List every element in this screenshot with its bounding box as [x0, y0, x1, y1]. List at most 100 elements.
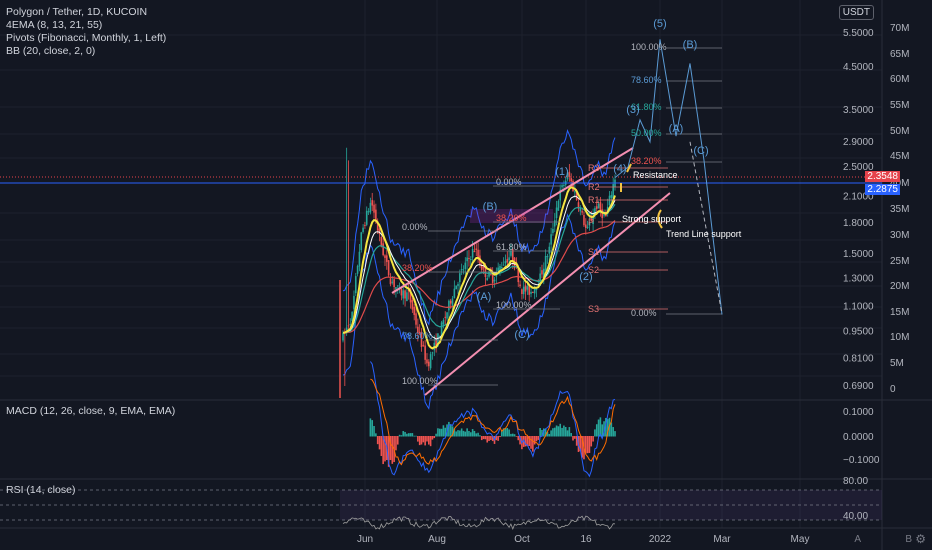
candle-body	[519, 284, 521, 287]
volume-axis-label: 5M	[890, 358, 904, 369]
price-axis-label: 3.5000	[843, 105, 874, 116]
candle-body	[546, 256, 549, 258]
macd-histogram-bar	[411, 433, 414, 437]
candle-body	[581, 211, 583, 213]
candle-body	[583, 215, 585, 226]
legend-pivots[interactable]: Pivots (Fibonacci, Monthly, 1, Left)	[6, 32, 167, 44]
macd-histogram-bar	[469, 432, 472, 437]
macd-histogram-bar	[460, 428, 463, 437]
macd-histogram-bar	[426, 436, 428, 442]
wave-label: (3)	[626, 104, 639, 116]
wave-label: (B)	[483, 201, 498, 213]
macd-legend[interactable]: MACD (12, 26, close, 9, EMA, EMA)	[6, 405, 176, 417]
macd-histogram-bar	[407, 433, 410, 437]
macd-histogram-bar	[482, 436, 485, 440]
auto-scale-button[interactable]: A	[854, 534, 861, 545]
candle-body	[530, 291, 532, 294]
fib-level-label: 100.00%	[402, 376, 438, 386]
candle-body	[424, 345, 426, 360]
macd-histogram-bar	[413, 435, 415, 437]
wave-label: (4)	[613, 163, 626, 175]
macd-histogram-bar	[590, 436, 593, 447]
currency-chip[interactable]: USDT	[838, 5, 874, 20]
candle-body	[517, 268, 520, 283]
macd-histogram-bar	[537, 436, 540, 440]
log-scale-button[interactable]: B	[905, 534, 912, 545]
candle-body	[506, 259, 509, 263]
settings-icon[interactable]: ⚙	[915, 532, 926, 546]
macd-histogram-bar	[417, 436, 419, 442]
candle-body	[365, 210, 368, 225]
candle-body	[612, 184, 614, 199]
macd-histogram-bar	[488, 436, 490, 442]
candle-body	[464, 262, 467, 270]
volume-axis-label: 0	[890, 384, 896, 395]
candle-body	[356, 265, 359, 274]
macd-histogram-bar	[610, 422, 613, 437]
candle-body	[511, 249, 514, 261]
volume-axis-label: 35M	[890, 204, 909, 215]
axis-labels: 5.5000 4.5000 3.5000 2.9000 2.5000 2.1000 1.80…	[357, 23, 910, 545]
ema-price-tag: 2.2875	[865, 184, 900, 195]
legend-ema[interactable]: 4EMA (8, 13, 21, 55)	[6, 19, 103, 31]
candle-body	[568, 171, 571, 177]
candle-body	[471, 248, 474, 258]
volume-axis-label: 50M	[890, 126, 909, 137]
candle-body	[504, 261, 507, 264]
candle-body	[610, 194, 613, 198]
fib-level-label: 100.00%	[631, 42, 667, 52]
candle-body	[575, 192, 578, 200]
price-axis-label: 1.5000	[843, 249, 874, 260]
pivot-label: R3	[588, 163, 600, 173]
macd-histogram-bar	[524, 436, 527, 447]
candle-body	[402, 290, 405, 299]
macd-histogram-bar	[468, 431, 470, 437]
macd-histogram-bar	[464, 431, 467, 437]
candle-body	[508, 257, 510, 261]
candle-body	[453, 288, 456, 298]
macd-histogram-bar	[570, 433, 572, 437]
candle-body	[418, 331, 421, 334]
wave-label: (C)	[693, 145, 708, 157]
macd-histogram-bar	[462, 430, 465, 437]
last-price-tag: 2.3548	[865, 171, 900, 182]
fib-level-label: 100.00%	[496, 300, 532, 310]
macd-histogram-bar	[389, 436, 392, 461]
macd-histogram-bar	[557, 426, 560, 437]
legend-bb[interactable]: BB (20, close, 2, 0)	[6, 45, 96, 57]
rsi-band	[340, 490, 882, 520]
candle-body	[362, 227, 364, 232]
macd-histogram-bar	[422, 436, 425, 443]
candle-body	[369, 202, 372, 213]
candle-body	[594, 208, 596, 215]
legend-symbol[interactable]: Polygon / Tether, 1D, KUCOIN	[6, 6, 148, 18]
macd-histogram-bar	[506, 428, 509, 437]
candle-body	[449, 300, 452, 304]
candle-body	[572, 180, 574, 192]
candle-body	[599, 202, 602, 211]
candle-body	[457, 283, 459, 287]
price-axis-label: 2.9000	[843, 137, 874, 148]
candle-body	[459, 273, 461, 283]
fib-level-label: 61.80%	[496, 242, 527, 252]
candle-body	[382, 243, 384, 256]
macd-histogram-bar	[510, 433, 512, 437]
candle-body	[358, 251, 361, 267]
time-axis-label: 2022	[649, 534, 672, 545]
macd-histogram-bar	[490, 436, 492, 441]
macd-histogram-bar	[515, 436, 518, 437]
candle-body	[371, 200, 374, 206]
time-axis-label: 16	[580, 534, 592, 545]
price-axis-label: 2.1000	[843, 192, 874, 203]
fib-level-label: 0.00%	[402, 222, 428, 232]
rsi-legend[interactable]: RSI (14, close)	[6, 484, 76, 496]
macd-histogram-bar	[579, 436, 582, 452]
candle-body	[395, 287, 397, 290]
price-axis-label: 1.1000	[843, 302, 874, 313]
macd-histogram-bar	[588, 436, 591, 453]
time-axis-label: Aug	[428, 534, 446, 545]
candle-body	[400, 288, 403, 296]
candle-body	[391, 281, 394, 283]
candle-body	[586, 226, 589, 228]
